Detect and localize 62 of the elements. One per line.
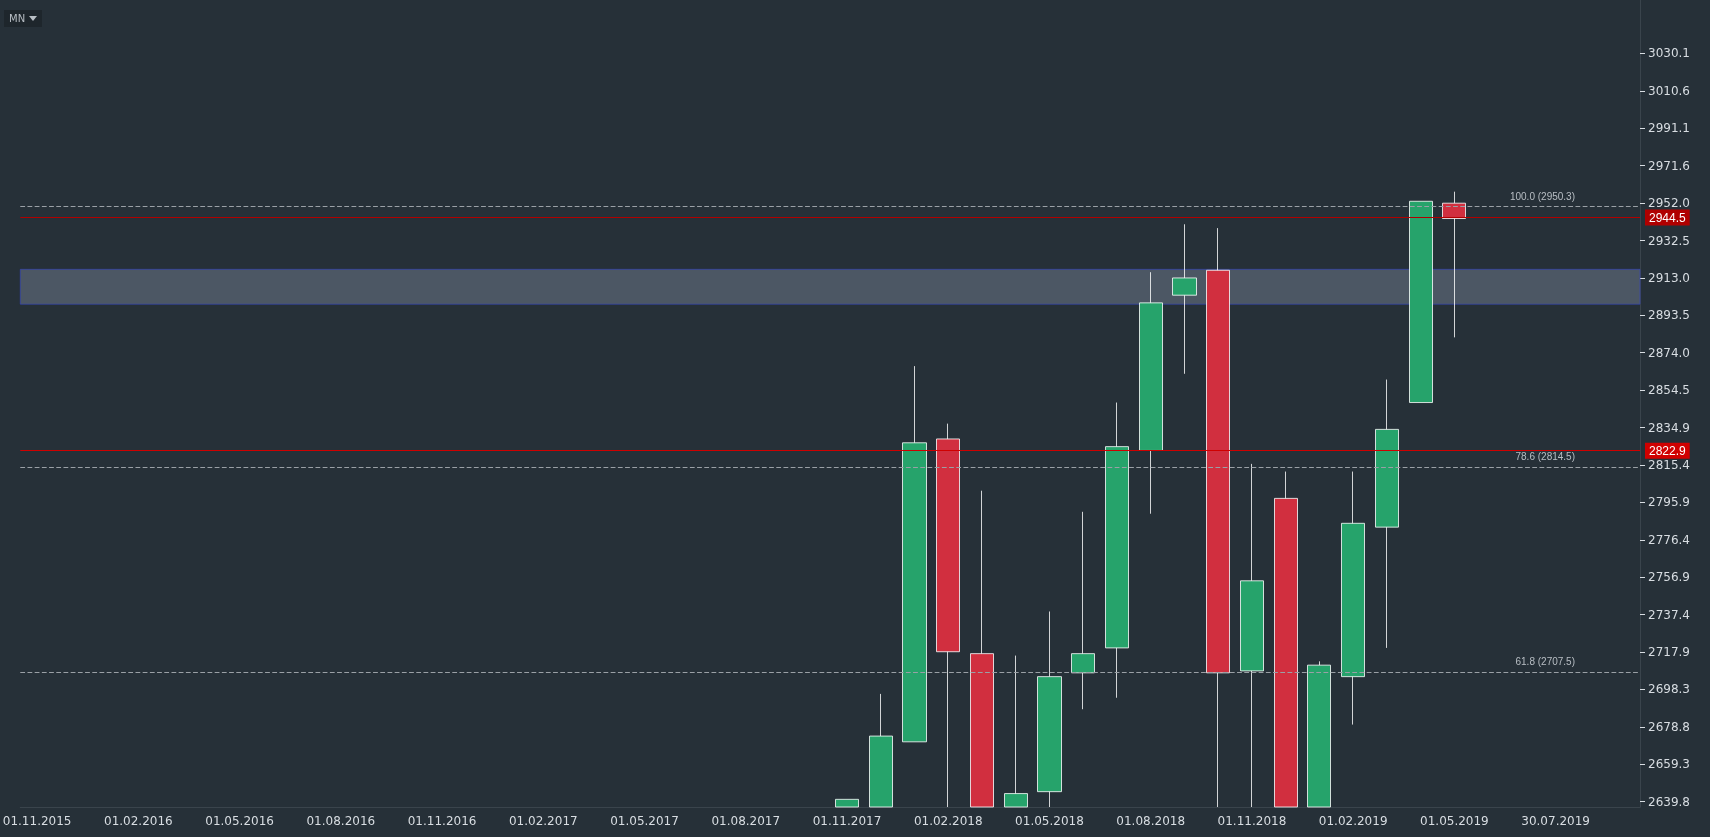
x-tick-label: 01.02.2017 bbox=[508, 814, 578, 828]
candlestick bbox=[902, 365, 927, 743]
y-tick-label: 2913.0 bbox=[1648, 270, 1690, 285]
x-tick-label: 01.05.2018 bbox=[1015, 814, 1084, 828]
y-tick-label: 2639.8 bbox=[1648, 794, 1690, 809]
x-tick-label: 01.02.2016 bbox=[104, 814, 173, 828]
candlestick bbox=[1341, 471, 1365, 725]
y-tick-label: 2952.0 bbox=[1648, 196, 1690, 211]
y-tick-label: 2737.4 bbox=[1648, 607, 1690, 622]
candlestick bbox=[1274, 471, 1298, 808]
candlestick bbox=[936, 423, 960, 808]
candlestick bbox=[1307, 660, 1331, 808]
x-tick-label: 01.11.2016 bbox=[407, 814, 477, 828]
y-tick-label: 2834.9 bbox=[1648, 420, 1690, 435]
y-tick-label: 2815.4 bbox=[1648, 458, 1690, 473]
x-tick-label: 01.08.2017 bbox=[711, 814, 781, 828]
candlestick bbox=[1139, 271, 1163, 515]
y-tick-label: 2717.9 bbox=[1648, 644, 1690, 659]
candlestick bbox=[1105, 402, 1129, 699]
y-tick-label: 3030.1 bbox=[1648, 46, 1690, 61]
y-tick-label: 3010.6 bbox=[1648, 83, 1690, 98]
y-tick-label: 2932.5 bbox=[1648, 233, 1690, 248]
y-tick-label: 2854.5 bbox=[1648, 383, 1690, 398]
candlestick bbox=[869, 693, 893, 808]
y-tick-label: 2756.9 bbox=[1648, 570, 1690, 585]
candlestick bbox=[1442, 191, 1466, 338]
candlestick bbox=[1071, 511, 1095, 710]
candlestick bbox=[1375, 379, 1399, 649]
candlestick bbox=[970, 490, 994, 808]
y-tick-label: 2678.8 bbox=[1648, 719, 1690, 734]
ref-line-label: 100.0 (2950.3) bbox=[1509, 190, 1575, 202]
x-tick-label: 01.02.2019 bbox=[1318, 814, 1388, 828]
y-tick-label: 2698.3 bbox=[1648, 682, 1690, 697]
x-tick-label: 30.07.2019 bbox=[1521, 814, 1590, 828]
y-tick-label: 2893.5 bbox=[1648, 308, 1690, 323]
ref-line-label: 78.6 (2814.5) bbox=[1515, 451, 1575, 463]
y-tick-label: 2659.3 bbox=[1648, 757, 1690, 772]
ref-line-label: 61.8 (2707.5) bbox=[1515, 656, 1575, 668]
x-tick-label: 01.08.2016 bbox=[306, 814, 376, 828]
y-tick-label: 2795.9 bbox=[1648, 495, 1690, 510]
y-tick-label: 2776.4 bbox=[1648, 532, 1690, 547]
candlestick bbox=[1206, 227, 1230, 808]
x-tick-label: 01.11.2015 bbox=[2, 814, 72, 828]
candlestick bbox=[1037, 611, 1062, 808]
ref-line-label: 2822.9 bbox=[1649, 443, 1687, 458]
x-tick-label: 01.05.2017 bbox=[610, 814, 679, 828]
candlestick bbox=[1409, 200, 1433, 403]
candlestick bbox=[1240, 463, 1264, 808]
x-tick-label: 01.11.2018 bbox=[1217, 814, 1287, 828]
y-tick-label: 2874.0 bbox=[1648, 345, 1690, 360]
y-tick-label: 2971.6 bbox=[1648, 158, 1690, 173]
y-tick-label: 2991.1 bbox=[1648, 121, 1690, 136]
x-tick-label: 01.11.2017 bbox=[812, 814, 882, 828]
x-tick-label: 01.08.2018 bbox=[1116, 814, 1186, 828]
candlestick bbox=[1172, 223, 1197, 375]
x-tick-label: 01.05.2019 bbox=[1420, 814, 1489, 828]
x-tick-label: 01.05.2016 bbox=[205, 814, 274, 828]
annotation: MN bbox=[9, 13, 26, 24]
candlestick bbox=[835, 798, 859, 808]
x-tick-label: 01.02.2018 bbox=[913, 814, 983, 828]
ref-line-label: 2944.5 bbox=[1649, 210, 1687, 225]
candlestick bbox=[1004, 655, 1028, 808]
